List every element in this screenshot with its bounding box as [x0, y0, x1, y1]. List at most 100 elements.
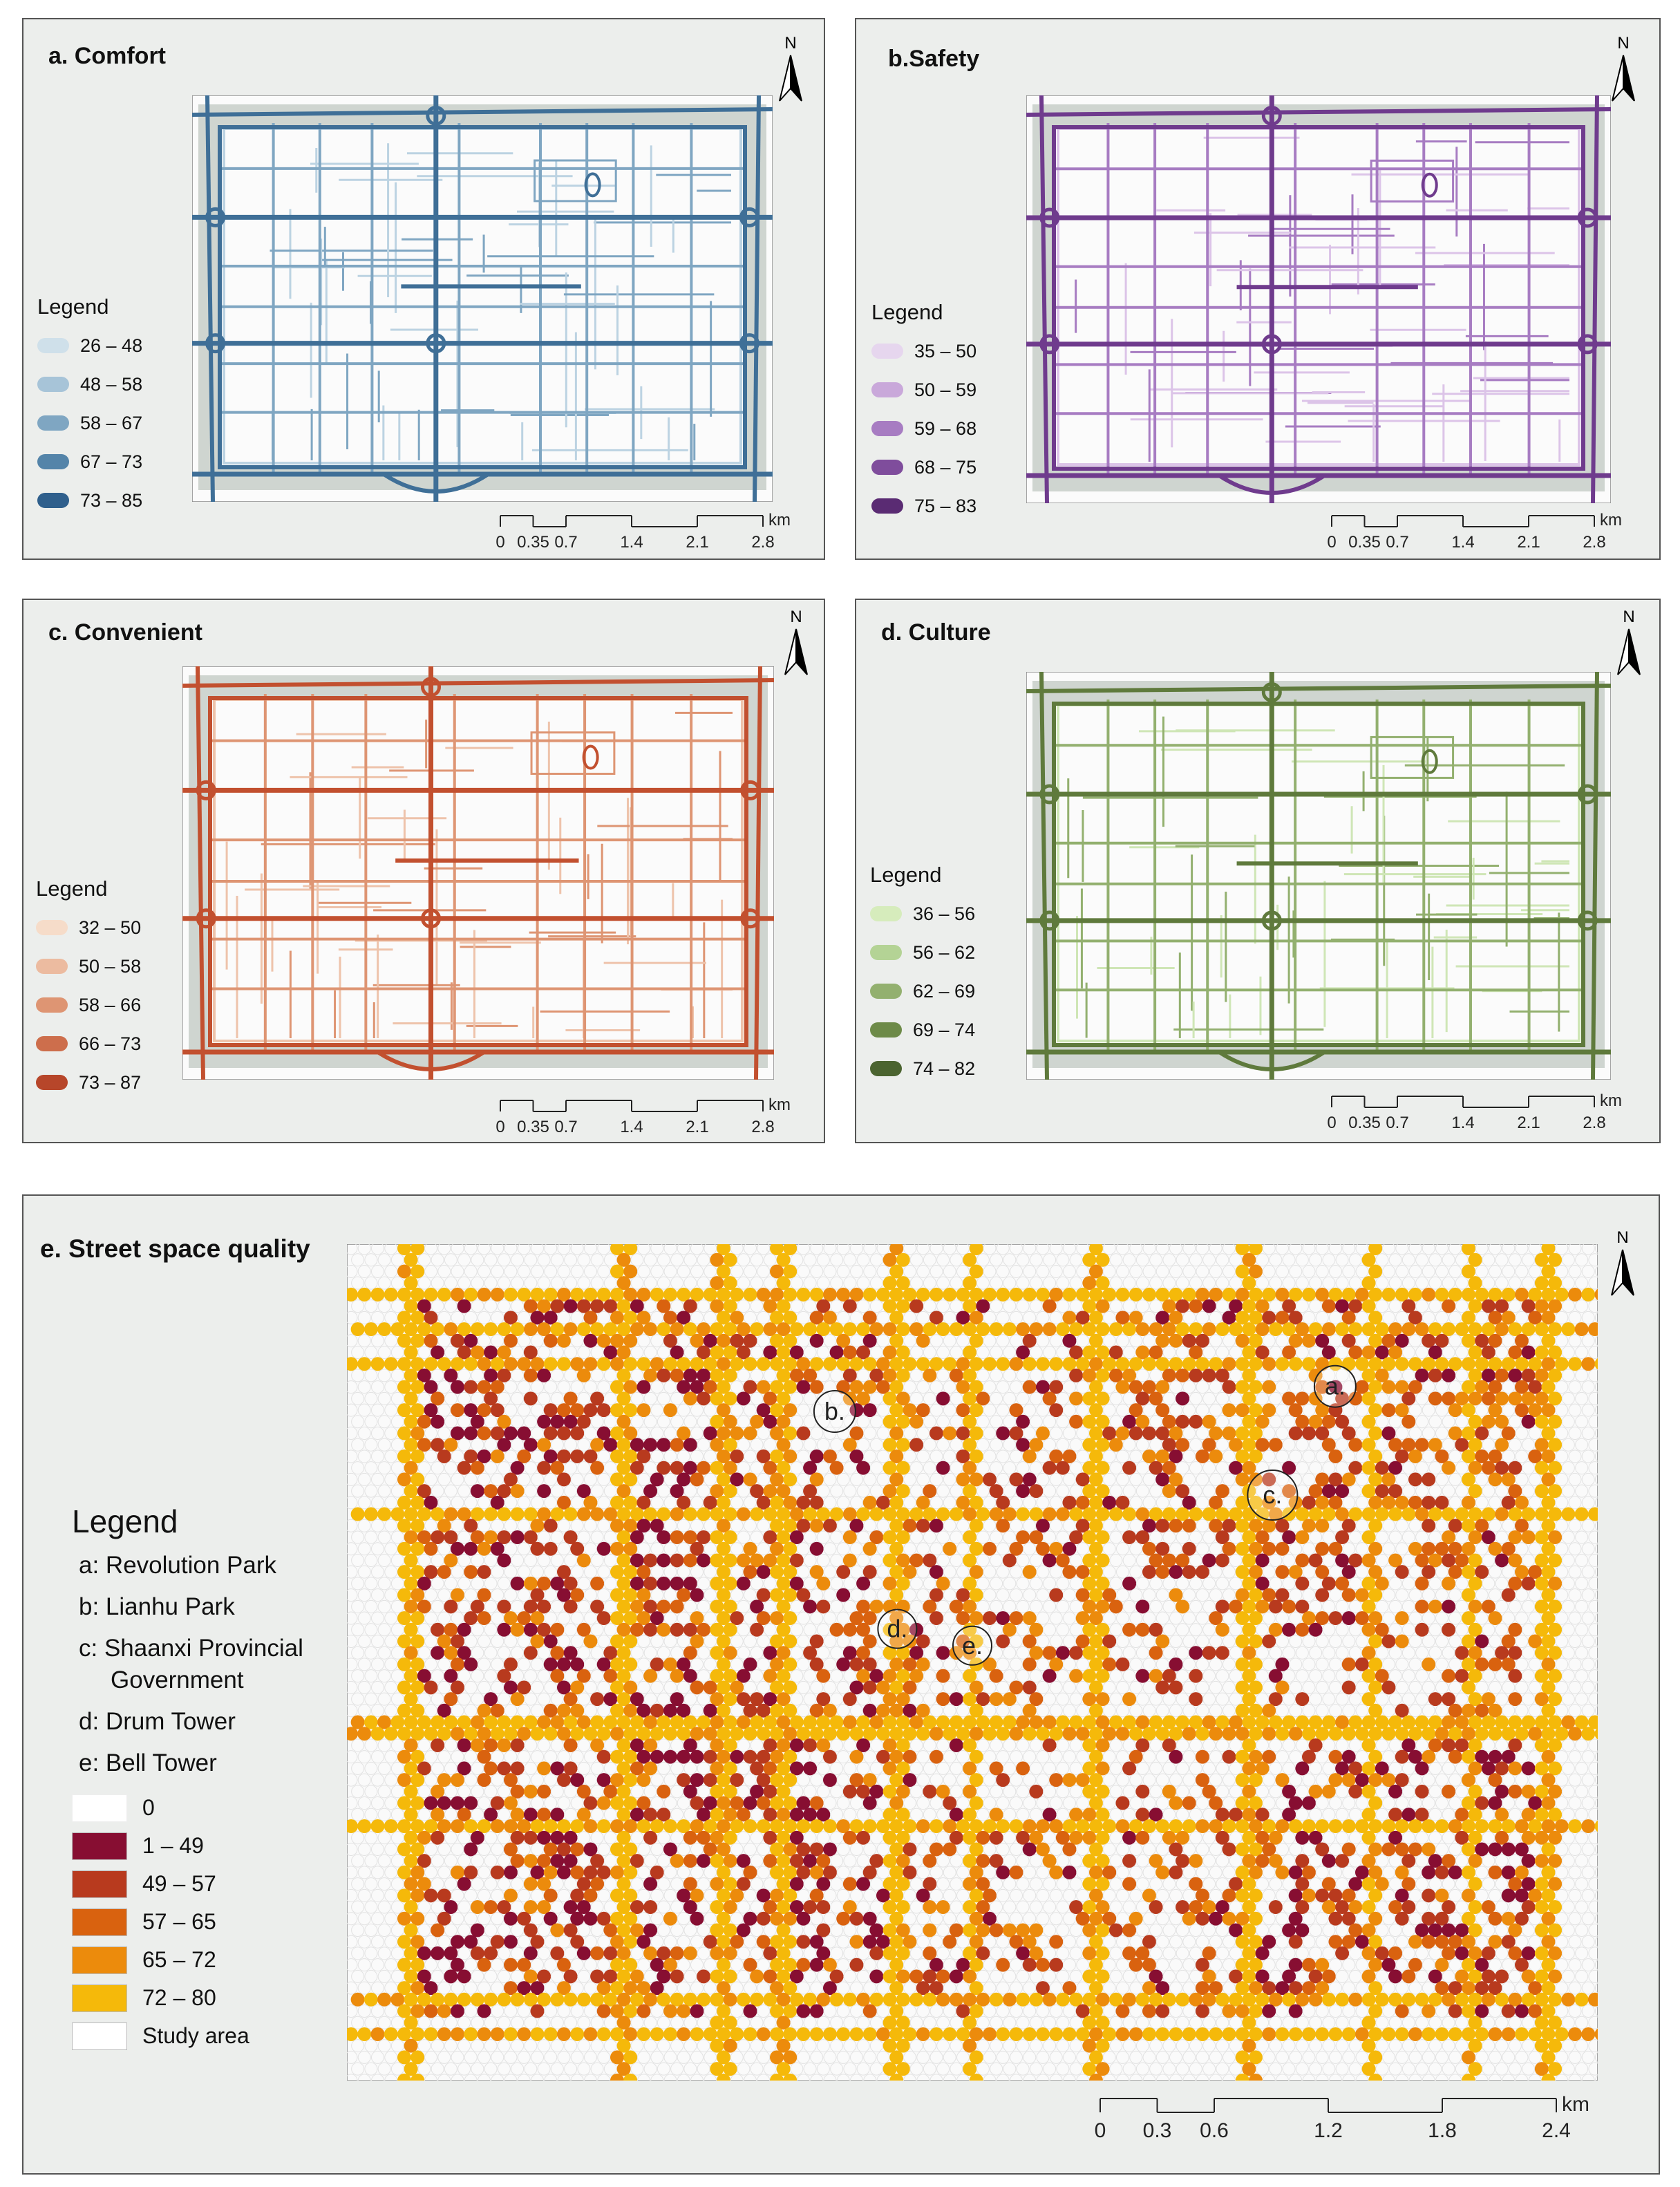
- panel-title: e. Street space quality: [40, 1235, 310, 1263]
- scale-tick-label: 2.1: [1517, 533, 1540, 552]
- legend-item: 66 – 73: [36, 1024, 141, 1063]
- landmark-label: c.: [1263, 1481, 1282, 1509]
- quality-classes: 0 1 – 49 49 – 57 57 – 65 65 – 72 72 – 80 Study…: [72, 1789, 303, 2055]
- scale-tick-label: 0: [1327, 533, 1336, 552]
- scale-tick-label: 0: [495, 533, 504, 552]
- north-arrow-icon: N: [779, 34, 802, 102]
- legend-item: 58 – 66: [36, 986, 141, 1024]
- legend-swatch: [36, 1036, 68, 1051]
- legend-label: 68 – 75: [914, 456, 977, 478]
- legend-label: 48 – 58: [80, 373, 143, 395]
- class-label: 1 – 49: [142, 1833, 204, 1858]
- quality-class: 49 – 57: [72, 1865, 303, 1903]
- safety-legend: Legend 35 – 50 50 – 59 59 – 68 68 – 75 75 – 8…: [871, 300, 976, 525]
- scale-bar: 0 0.35 0.7 1.4 2.1 2.8 km: [495, 511, 791, 552]
- north-label: N: [1617, 34, 1629, 53]
- legend-swatch: [871, 498, 903, 514]
- quality-class: 72 – 80: [72, 1979, 303, 2017]
- scale-tick-label: 1.8: [1428, 2119, 1457, 2142]
- scale-tick-label: 1.4: [620, 533, 643, 552]
- legend-label: 74 – 82: [913, 1058, 976, 1079]
- scale-tick-label: 0.35: [1348, 1114, 1381, 1132]
- legend-label: 58 – 67: [80, 412, 143, 433]
- convenient-street-map: [182, 666, 774, 1080]
- scale-tick-label: 2.4: [1542, 2119, 1571, 2142]
- scale-tick-label: 0.3: [1143, 2119, 1172, 2142]
- panel-title: c. Convenient: [48, 619, 202, 646]
- legend-item: 36 – 56: [870, 894, 975, 933]
- quality-class: 57 – 65: [72, 1903, 303, 1941]
- class-swatch: [72, 1908, 127, 1936]
- comfort-street-map: [192, 95, 773, 502]
- landmark-label: b.: [824, 1397, 845, 1425]
- scale-tick-label: 0.35: [517, 533, 549, 552]
- safety-street-map: [1026, 95, 1611, 503]
- scale-tick-label: 0.6: [1200, 2119, 1229, 2142]
- panel-convenient: c. Convenient N Legend 32 – 50 50 – 58 58 –…: [22, 599, 825, 1143]
- quality-class: Study area: [72, 2017, 303, 2055]
- panel-title: d. Culture: [881, 619, 991, 646]
- legend-label: 58 – 66: [79, 994, 142, 1015]
- legend-item: 35 – 50: [871, 332, 976, 370]
- convenient-legend: Legend 32 – 50 50 – 58 58 – 66 66 – 73 73 – 8…: [36, 876, 141, 1102]
- class-swatch: [72, 2022, 127, 2050]
- legend-swatch: [37, 454, 69, 469]
- north-label: N: [790, 608, 802, 626]
- legend-swatch: [37, 377, 69, 392]
- legend-item: 73 – 87: [36, 1063, 141, 1102]
- legend-label: 75 – 83: [914, 495, 977, 516]
- landmark-marker: [952, 1625, 992, 1666]
- legend-swatch: [37, 493, 69, 508]
- class-label: 72 – 80: [142, 1985, 216, 2010]
- comfort-legend: Legend 26 – 48 48 – 58 58 – 67 67 – 73 73 – 8…: [37, 294, 142, 520]
- legend-label: 50 – 59: [914, 379, 977, 400]
- culture-street-map: [1026, 672, 1611, 1080]
- legend-label: 66 – 73: [79, 1033, 142, 1054]
- class-swatch: [72, 1794, 127, 1822]
- scale-tick-label: 2.1: [1517, 1114, 1540, 1132]
- legend-item: 67 – 73: [37, 442, 142, 481]
- landmark-label: e.: [962, 1631, 983, 1660]
- legend-label: 73 – 87: [79, 1071, 142, 1093]
- quality-class: 1 – 49: [72, 1827, 303, 1865]
- scale-tick-label: 2.8: [1583, 533, 1605, 552]
- place-d: d: Drum Tower: [79, 1708, 236, 1735]
- legend-label: 59 – 68: [914, 417, 977, 439]
- scale-tick-label: 2.8: [751, 1118, 774, 1136]
- legend-item: 62 – 69: [870, 972, 975, 1011]
- scale-unit: km: [768, 1096, 791, 1114]
- legend-item: 50 – 58: [36, 947, 141, 986]
- scale-bar: 0 0.35 0.7 1.4 2.1 2.8 km: [1327, 511, 1622, 552]
- landmark-marker: [1247, 1470, 1299, 1521]
- legend-item: 50 – 59: [871, 370, 976, 409]
- legend-swatch: [37, 415, 69, 431]
- north-label: N: [784, 34, 796, 53]
- scale-unit: km: [1600, 511, 1622, 529]
- landmark-marker: [877, 1608, 918, 1649]
- legend-swatch: [870, 906, 902, 921]
- place-e: e: Bell Tower: [79, 1749, 217, 1776]
- landmark-marker: [813, 1390, 856, 1433]
- scale-tick-label: 0.7: [1386, 1114, 1408, 1132]
- quality-class: 65 – 72: [72, 1941, 303, 1979]
- legend-swatch: [37, 338, 69, 353]
- legend-item: 32 – 50: [36, 908, 141, 947]
- legend-swatch: [870, 984, 902, 999]
- legend-swatch: [36, 997, 68, 1013]
- legend-swatch: [36, 959, 68, 974]
- place-b: b: Lianhu Park: [79, 1593, 235, 1620]
- legend-item: 75 – 83: [871, 487, 976, 525]
- scale-tick-label: 0: [1327, 1114, 1336, 1132]
- scale-tick-label: 0.35: [1348, 533, 1381, 552]
- scale-unit: km: [1562, 2093, 1589, 2116]
- legend-item: 68 – 75: [871, 448, 976, 487]
- legend-label: 62 – 69: [913, 980, 976, 1002]
- legend-swatch: [871, 344, 903, 359]
- legend-swatch: [871, 460, 903, 475]
- place-c-line2: Government: [111, 1667, 244, 1693]
- class-swatch: [72, 1946, 127, 1974]
- culture-legend: Legend 36 – 56 56 – 62 62 – 69 69 – 74 74 – 8…: [870, 863, 975, 1088]
- landmark-label: d.: [887, 1615, 907, 1643]
- scale-tick-label: 1.4: [1451, 533, 1474, 552]
- class-swatch: [72, 1832, 127, 1860]
